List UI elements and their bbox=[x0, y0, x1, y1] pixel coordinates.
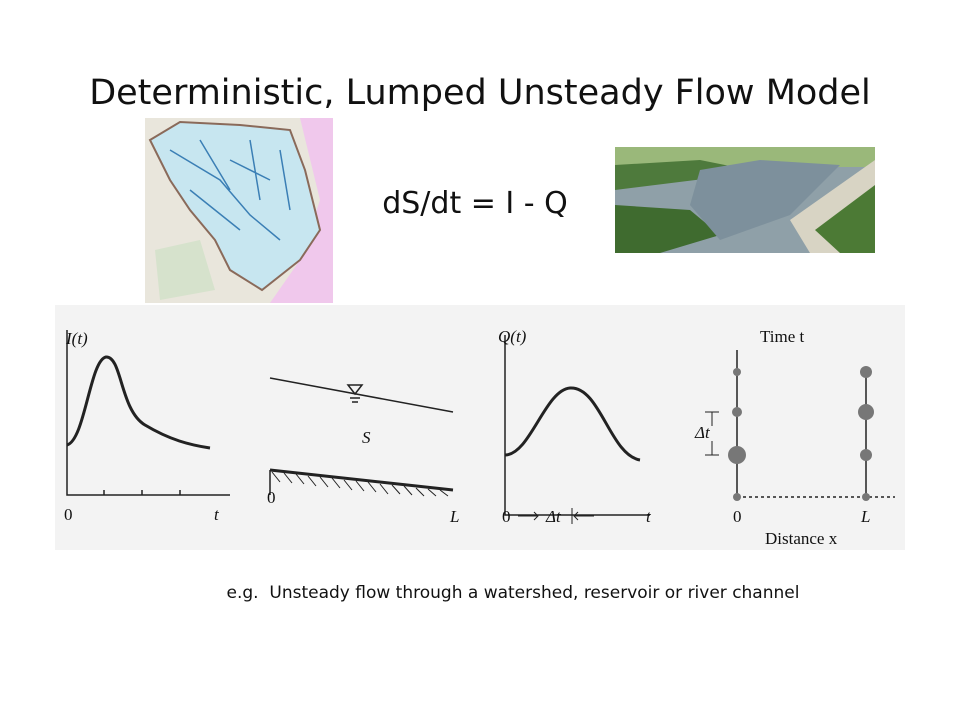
label: t bbox=[214, 505, 220, 524]
label: I(t) bbox=[65, 329, 88, 348]
grid-points bbox=[728, 366, 874, 501]
label: 0 bbox=[733, 507, 742, 526]
label: Δt bbox=[545, 507, 562, 526]
label: Q(t) bbox=[498, 327, 527, 346]
equation: dS/dt = I - Q bbox=[382, 186, 568, 221]
caption: e.g. Unsteady flow through a watershed, … bbox=[227, 583, 800, 603]
label: Time t bbox=[760, 327, 805, 346]
reservoir-photo bbox=[615, 147, 875, 253]
label: Δt bbox=[694, 423, 711, 442]
label: L bbox=[449, 507, 459, 526]
watershed-map bbox=[145, 118, 333, 303]
slide-title: Deterministic, Lumped Unsteady Flow Mode… bbox=[89, 73, 871, 113]
figure-panel bbox=[55, 305, 905, 550]
label: 0 bbox=[64, 505, 73, 524]
label: 0 bbox=[267, 488, 276, 507]
label: t bbox=[646, 507, 652, 526]
label: 0 bbox=[502, 507, 511, 526]
label: L bbox=[860, 507, 870, 526]
label: S bbox=[362, 428, 371, 447]
label: Distance x bbox=[765, 529, 838, 548]
figure-lines bbox=[66, 330, 895, 524]
